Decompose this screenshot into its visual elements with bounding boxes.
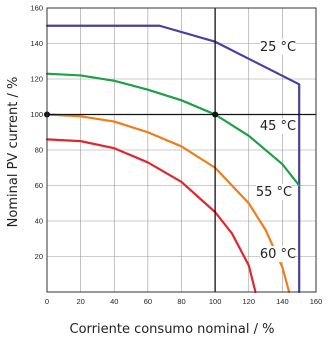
temperature-label: 25 °C	[260, 40, 296, 55]
x-tick-label: 0	[45, 297, 49, 306]
x-tick-label: 140	[276, 297, 289, 306]
plot-border	[46, 7, 317, 293]
temperature-label-background	[256, 184, 292, 200]
temperature-labels: 25 °C 45 °C 55 °C 60 °C	[256, 39, 296, 262]
temperature-label-background	[260, 39, 296, 55]
tick-labels: 0 20 40 60 80 100 120 140 160 20 40 60 80 100 120 140 16…	[30, 4, 322, 307]
y-axis-title: Nominal PV current / %	[6, 77, 21, 228]
x-tick-label: 100	[209, 297, 222, 306]
temperature-label: 60 °C	[260, 247, 296, 262]
y-tick-label: 140	[30, 39, 43, 48]
y-tick-label: 160	[30, 4, 43, 13]
y-tick-label: 120	[30, 75, 43, 84]
x-tick-label: 120	[242, 297, 255, 306]
series-line	[45, 72, 301, 187]
y-tick-label: 80	[35, 146, 43, 155]
temperature-label: 45 °C	[260, 119, 296, 134]
temperature-label-background	[260, 246, 296, 262]
y-tick-label: 40	[35, 217, 43, 226]
y-tick-label: 100	[30, 110, 43, 119]
x-tick-label: 160	[310, 297, 323, 306]
temperature-label: 55 °C	[256, 185, 292, 200]
x-tick-label: 80	[177, 297, 185, 306]
y-tick-label: 20	[35, 252, 43, 261]
reference-point	[212, 111, 219, 118]
y-tick-label: 60	[35, 181, 43, 190]
temperature-label-background	[260, 118, 296, 134]
x-tick-label: 20	[76, 297, 84, 306]
x-tick-label: 40	[110, 297, 118, 306]
x-tick-label: 60	[144, 297, 152, 306]
series-line	[45, 138, 257, 294]
x-axis-title: Corriente consumo nominal / %	[70, 322, 275, 337]
